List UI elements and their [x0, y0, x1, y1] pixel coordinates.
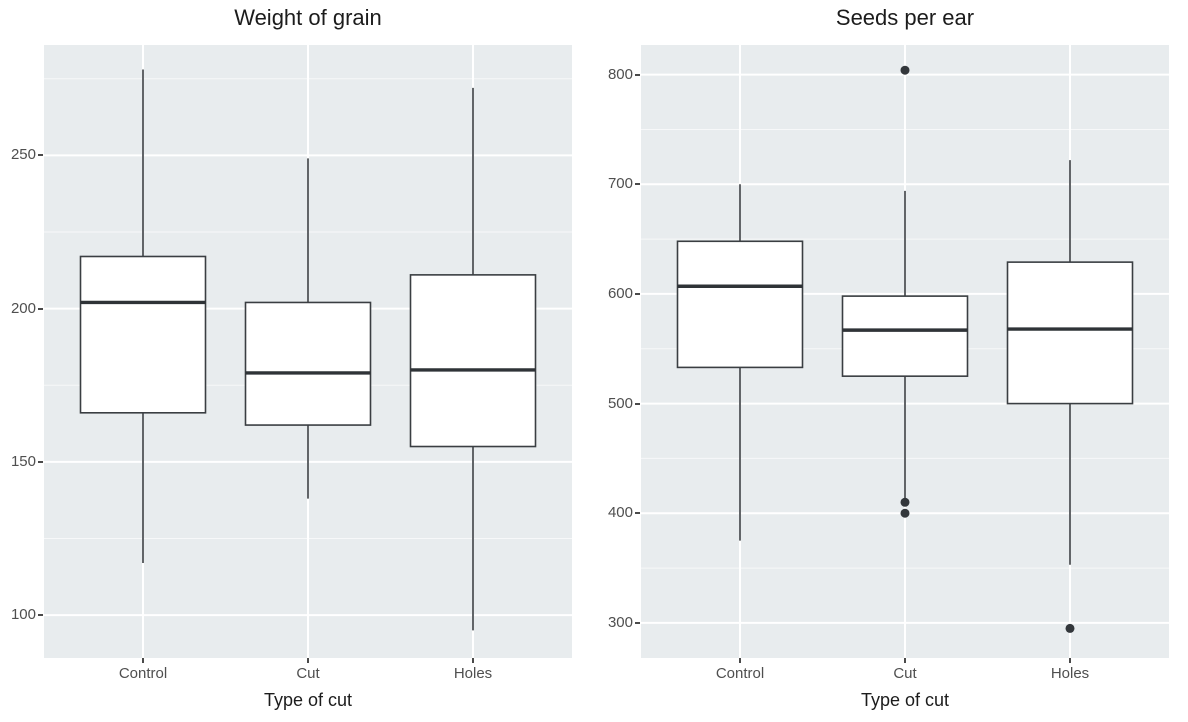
y-tick-mark	[635, 292, 640, 295]
plot-title-right: Seeds per ear	[835, 5, 975, 30]
x-tick-mark	[472, 658, 474, 663]
weight-of-grain-plot: Weight of grain 100 150 200 250 Control Cut H…	[2, 5, 572, 710]
y-tick-mark	[635, 621, 640, 624]
y-tick-mark	[38, 614, 43, 617]
x-axis-title-left: Type of cut	[263, 690, 353, 710]
y-tick-mark	[635, 183, 640, 186]
boxplot-svg	[641, 45, 1169, 658]
y-tick-mark	[38, 154, 43, 157]
boxplot-svg	[44, 45, 572, 658]
y-tick-label: 500	[607, 394, 633, 412]
outlier-point	[1065, 623, 1075, 633]
y-tick-label: 300	[607, 613, 633, 631]
outlier-point	[900, 65, 910, 75]
x-tick-mark	[142, 658, 144, 663]
y-tick-label: 800	[607, 65, 633, 83]
y-tick-label: 200	[10, 299, 36, 317]
box-cut	[841, 295, 969, 377]
x-axis-left: Control Cut Holes	[44, 658, 572, 686]
outlier-point	[900, 508, 910, 518]
y-tick-label: 250	[10, 146, 36, 164]
y-tick-label: 700	[607, 175, 633, 193]
plot-panel-left	[44, 45, 572, 658]
y-tick-label: 100	[10, 606, 36, 624]
y-tick-mark	[635, 73, 640, 76]
y-tick-label: 400	[607, 504, 633, 522]
x-tick-label-control: Control	[715, 665, 765, 682]
box-holes	[409, 274, 537, 448]
box-control	[676, 240, 804, 369]
x-tick-mark	[1069, 658, 1071, 663]
x-tick-mark	[739, 658, 741, 663]
box-holes	[1006, 261, 1134, 405]
x-axis-right: Control Cut Holes	[641, 658, 1169, 686]
box-cut	[244, 301, 372, 426]
x-tick-label-holes: Holes	[453, 665, 493, 682]
plot-title-left: Weight of grain	[234, 5, 382, 30]
y-tick-mark	[38, 460, 43, 463]
y-axis-right: 300 400 500 600 700 800	[599, 45, 640, 658]
box-control	[79, 255, 207, 414]
x-tick-mark	[904, 658, 906, 663]
x-tick-label-control: Control	[118, 665, 168, 682]
y-tick-mark	[635, 402, 640, 405]
y-axis-left: 100 150 200 250	[2, 45, 43, 658]
y-tick-label: 600	[607, 284, 633, 302]
seeds-per-ear-plot: Seeds per ear 300 400 500 600 700 800 Control…	[594, 0, 1188, 722]
plot-panel-right	[641, 45, 1169, 658]
y-tick-mark	[635, 512, 640, 515]
y-tick-mark	[38, 307, 43, 310]
x-tick-mark	[307, 658, 309, 663]
y-tick-label: 150	[10, 452, 36, 470]
x-tick-label-cut: Cut	[893, 665, 917, 682]
x-tick-label-cut: Cut	[296, 665, 320, 682]
outlier-point	[900, 497, 910, 507]
x-axis-title-right: Type of cut	[860, 690, 950, 710]
x-tick-label-holes: Holes	[1050, 665, 1090, 682]
